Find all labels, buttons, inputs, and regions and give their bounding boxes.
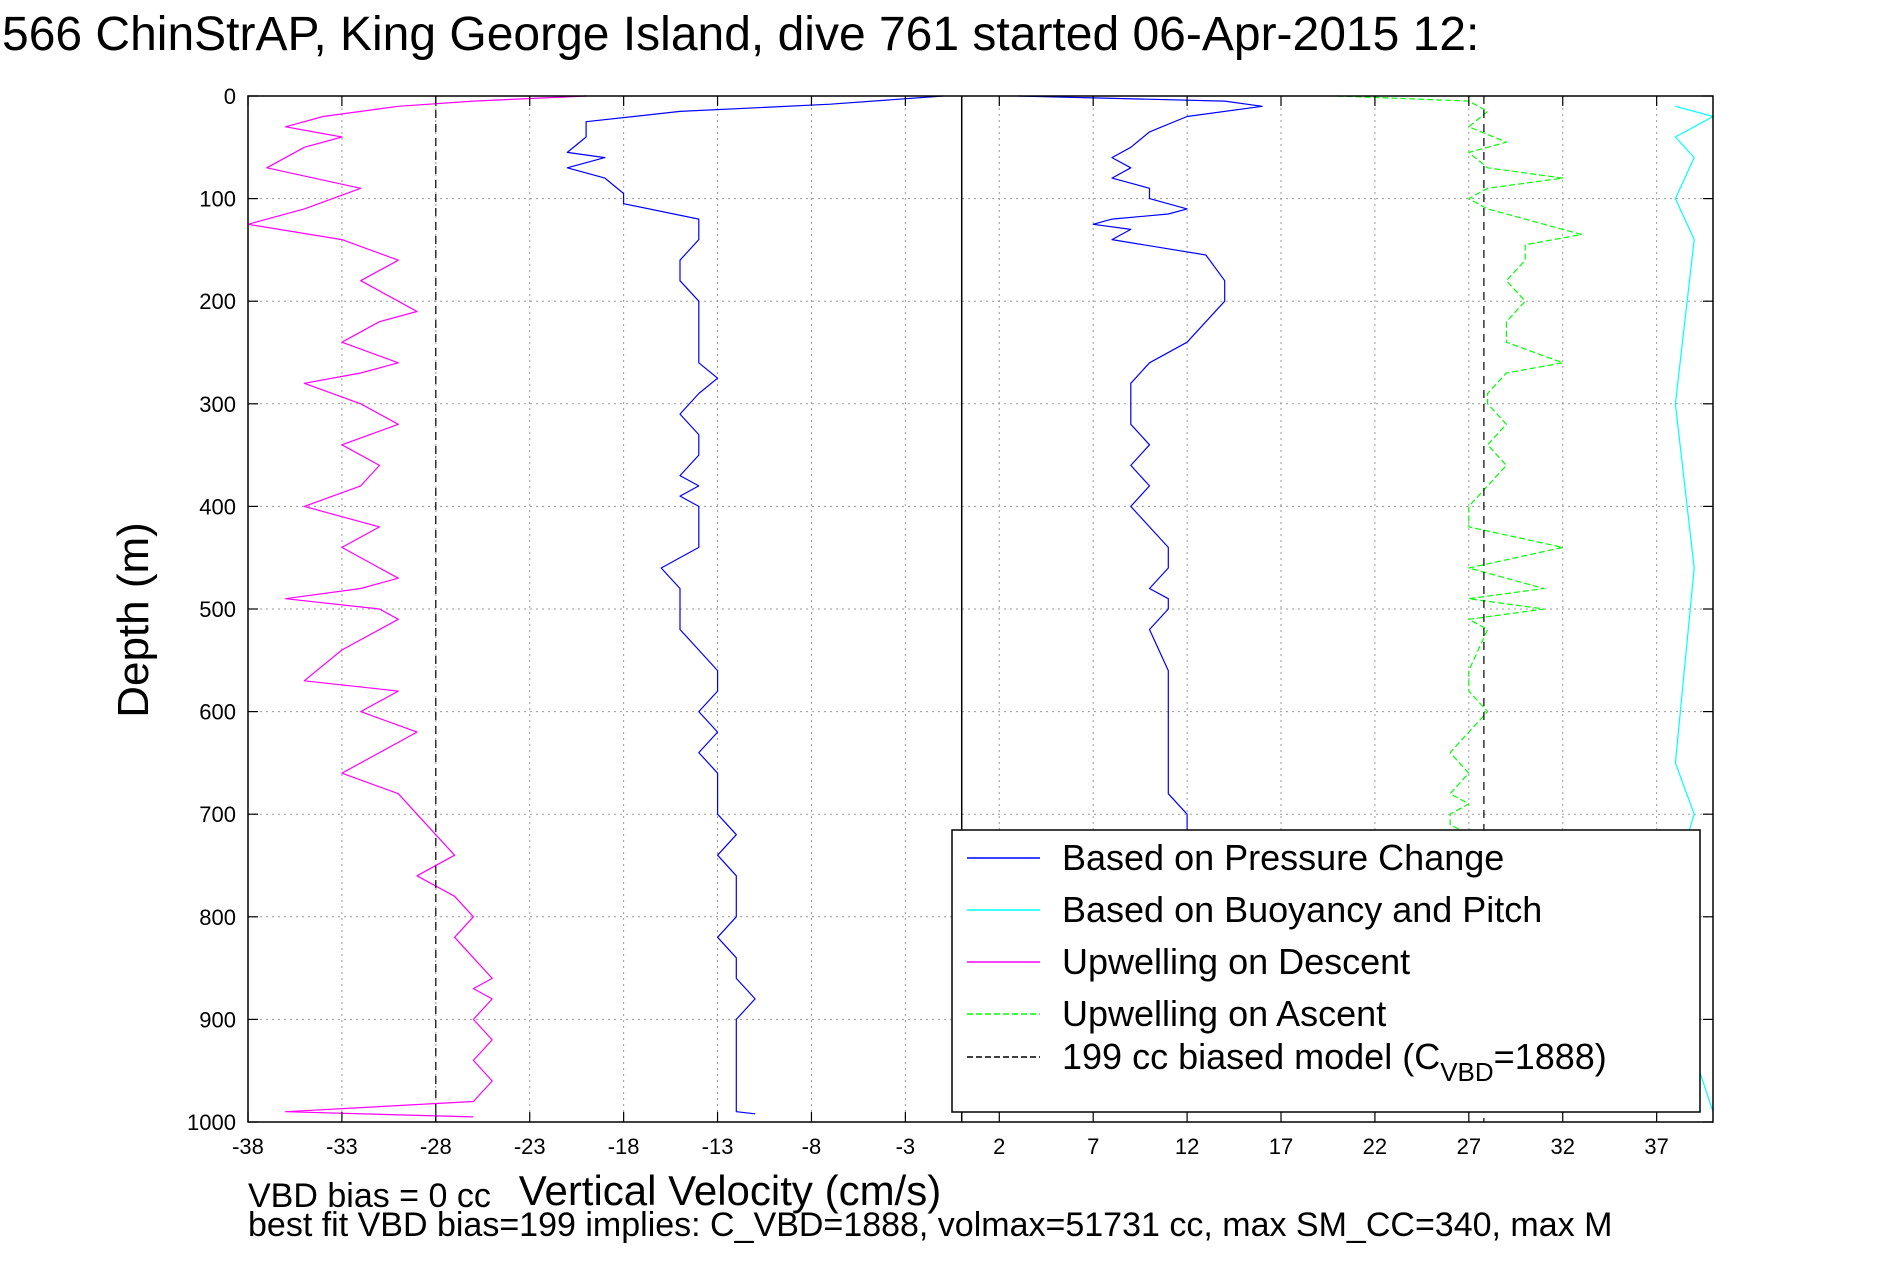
- x-tick-label: 37: [1644, 1134, 1668, 1159]
- y-tick-label: 400: [199, 494, 236, 519]
- legend-label: Upwelling on Ascent: [1062, 993, 1386, 1034]
- y-tick-label: 200: [199, 289, 236, 314]
- y-tick-label: 600: [199, 700, 236, 725]
- legend-label-suffix: =1888): [1494, 1036, 1607, 1077]
- x-tick-label: -13: [702, 1134, 734, 1159]
- legend-label: Based on Pressure Change: [1062, 837, 1504, 878]
- y-tick-label: 300: [199, 392, 236, 417]
- legend-label: Based on Buoyancy and Pitch: [1062, 889, 1542, 930]
- footer-vbd-bias: VBD bias = 0 cc: [248, 1177, 491, 1215]
- y-tick-label: 1000: [187, 1110, 236, 1135]
- legend-label: 199 cc biased model (CVBD=1888): [1062, 1036, 1607, 1087]
- y-tick-label: 800: [199, 905, 236, 930]
- axes: -38 -33 -28 -23 -18 -13 -8 -3 2 7 12 17 22 27 32 370100…: [187, 84, 1714, 1159]
- legend-label-subscript: VBD: [1440, 1057, 1493, 1087]
- x-tick-label: -33: [326, 1134, 358, 1159]
- x-tick-label: -38: [232, 1134, 264, 1159]
- legend-label-prefix: 199 cc biased model (C: [1062, 1036, 1440, 1077]
- series-line-4-ascent: [1337, 95, 1583, 1112]
- x-axis-label: Vertical Velocity (cm/s): [519, 1167, 941, 1214]
- series-line-0-descent: [566, 95, 943, 1115]
- x-tick-label: 32: [1551, 1134, 1575, 1159]
- legend-label: Upwelling on Descent: [1062, 941, 1410, 982]
- x-tick-label: -28: [420, 1134, 452, 1159]
- y-axis-label: Depth (m): [109, 522, 158, 718]
- y-tick-label: 700: [199, 802, 236, 827]
- legend: Based on Pressure Change Based on Buoyanc…: [951, 829, 1701, 1113]
- chart-title: 566 ChinStrAP, King George Island, dive …: [2, 8, 1479, 61]
- legend-box: [951, 829, 1701, 1113]
- x-tick-label: 17: [1269, 1134, 1293, 1159]
- x-tick-label: 12: [1175, 1134, 1199, 1159]
- x-tick-label: 7: [1087, 1134, 1099, 1159]
- x-tick-label: 27: [1457, 1134, 1481, 1159]
- series-line-1-ascent: [1018, 95, 1263, 835]
- y-tick-label: 0: [224, 84, 236, 109]
- x-tick-label: 22: [1363, 1134, 1387, 1159]
- x-tick-label: 2: [993, 1134, 1005, 1159]
- x-tick-label: -18: [608, 1134, 640, 1159]
- y-tick-label: 100: [199, 187, 236, 212]
- footer-best-fit: best fit VBD bias=199 implies: C_VBD=188…: [248, 1206, 1612, 1244]
- x-tick-label: -23: [514, 1134, 546, 1159]
- x-tick-label: -3: [896, 1134, 916, 1159]
- x-tick-label: -8: [802, 1134, 822, 1159]
- y-tick-label: 900: [199, 1007, 236, 1032]
- y-tick-label: 500: [199, 597, 236, 622]
